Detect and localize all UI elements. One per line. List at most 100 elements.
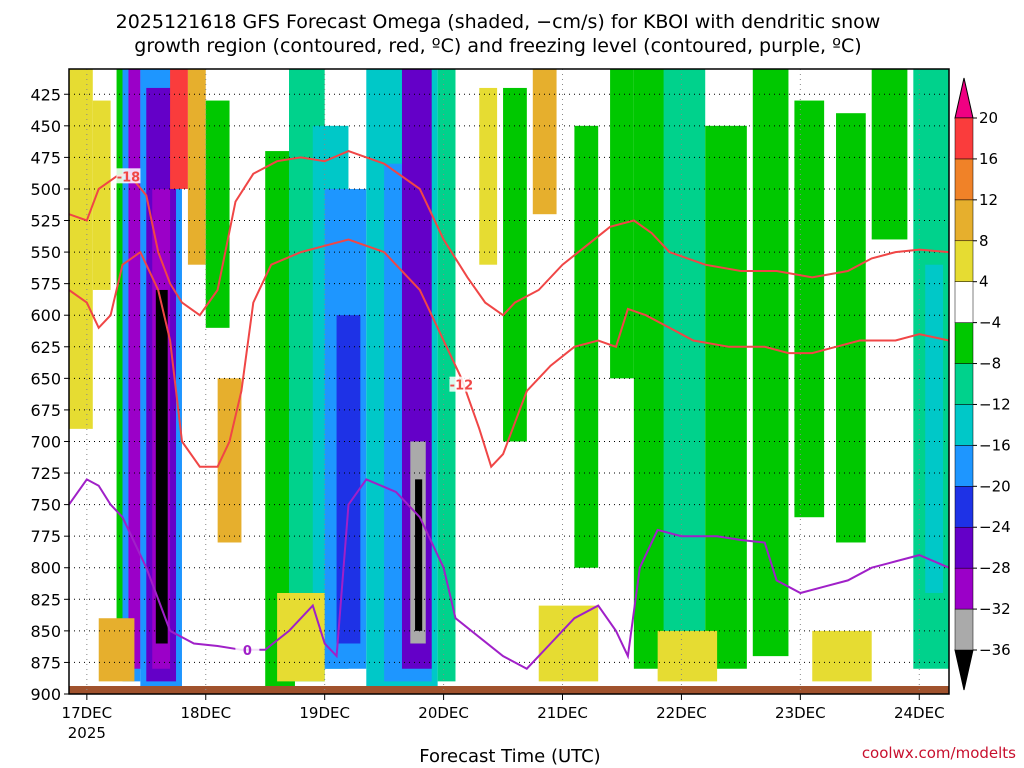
x-tick-label-19DEC: 19DEC (299, 704, 350, 722)
colorbar-bin-11 (954, 199, 974, 242)
x-tick-label-24DEC: 24DEC (894, 704, 945, 722)
x-tick-label-22DEC: 22DEC (656, 704, 707, 722)
x-tick-label-18DEC: 18DEC (180, 704, 231, 722)
omega-band-25 (503, 87, 527, 442)
dgz-contour-label-bg-1 (449, 376, 474, 392)
omega-band-41 (657, 630, 718, 682)
colorbar-bin-7 (954, 363, 974, 405)
omega-band-8 (155, 289, 168, 644)
omega-band-38 (98, 618, 135, 682)
freezing-contour-0 (68, 478, 950, 670)
colorbar-tick-label-11: −28 (979, 559, 1011, 577)
credit-text: coolwx.com/modelts (862, 744, 1016, 762)
colorbar-tick-label-0: 20 (979, 109, 998, 127)
omega-band-39 (277, 592, 325, 682)
axes: 425 450 475 500 525 550 575 600 625 650 675 700 725 7… (30, 68, 950, 742)
colorbar-arrow-bottom (954, 649, 974, 691)
colorbar-arrow-top (954, 77, 974, 119)
colorbar-tick-label-4: 4 (979, 273, 989, 291)
chart-title-line-1: 2025121618 GFS Forecast Omega (shaded, −… (116, 11, 881, 33)
omega-band-30 (663, 69, 706, 657)
colorbar-tick-label-8: −16 (979, 436, 1011, 454)
colorbar-tick-label-12: −32 (979, 600, 1011, 618)
colorbar-bin-4 (954, 486, 974, 528)
x-tick-label-17DEC: 17DEC (62, 704, 113, 722)
x-axis-label: Forecast Time (UTC) (419, 746, 600, 767)
y-tick-label-700: 700 (30, 432, 61, 451)
y-tick-label-500: 500 (30, 180, 61, 199)
dgz-contour-label-bg-0 (116, 168, 141, 184)
omega-band-27 (574, 125, 599, 568)
omega-band-31 (705, 125, 747, 669)
omega-band-4 (128, 69, 141, 669)
chart-title-line-2: growth region (contoured, red, ºC) and f… (134, 35, 861, 57)
colorbar: 20 16 12 8 4 −4 −8 −12 −16 −20 −24 −28 −32 −36 (954, 77, 1011, 691)
omega-band-35 (871, 69, 908, 240)
y-tick-label-675: 675 (30, 401, 61, 420)
omega-band-23 (437, 69, 456, 682)
omega-shading (69, 69, 949, 695)
freezing-contour-label-0: 0 (243, 644, 252, 659)
colorbar-tick-label-9: −20 (979, 477, 1011, 495)
colorbar-bin-10 (954, 240, 974, 282)
y-tick-label-900: 900 (30, 685, 61, 704)
colorbar-bin-1 (954, 608, 974, 651)
omega-band-0 (69, 69, 93, 429)
plot-frame (68, 68, 950, 695)
dgz-contour-label-0: -18 (117, 170, 141, 185)
freezing-contour-label-bg-0 (235, 641, 260, 657)
colorbar-tick-label-1: 16 (979, 150, 998, 168)
omega-band-9 (170, 69, 188, 189)
colorbar-bin-3 (954, 526, 974, 569)
omega-band-11 (205, 100, 230, 328)
colorbar-tick-label-5: −4 (979, 314, 1001, 332)
colorbar-tick-label-7: −12 (979, 395, 1011, 413)
omega-band-34 (836, 113, 866, 543)
colorbar-bin-13 (954, 117, 974, 160)
colorbar-bin-9 (954, 281, 974, 323)
x-tick-label-23DEC: 23DEC (775, 704, 826, 722)
contours: -18 -12 0 (68, 150, 950, 670)
omega-band-17 (336, 315, 361, 644)
y-tick-label-450: 450 (30, 117, 61, 136)
omega-band-40 (538, 605, 599, 682)
dgz-contour-0 (68, 150, 950, 317)
x-tick-label-20DEC: 20DEC (418, 704, 469, 722)
y-tick-label-525: 525 (30, 212, 61, 231)
omega-band-22 (415, 479, 423, 631)
x-year-label: 2025 (68, 724, 106, 742)
colorbar-tick-label-6: −8 (979, 355, 1001, 373)
x-tick-label-21DEC: 21DEC (537, 704, 588, 722)
terrain-surface (69, 686, 949, 694)
terrain-band (69, 686, 949, 694)
y-tick-label-825: 825 (30, 590, 61, 609)
y-tick-label-600: 600 (30, 306, 61, 325)
colorbar-bin-8 (954, 322, 974, 364)
omega-band-26 (532, 69, 557, 215)
y-tick-label-725: 725 (30, 464, 61, 483)
colorbar-tick-label-3: 8 (979, 232, 989, 250)
colorbar-bin-6 (954, 404, 974, 446)
omega-band-1 (92, 100, 111, 290)
dgz-contour-label-1: -12 (450, 379, 474, 394)
omega-band-42 (812, 630, 872, 682)
y-tick-label-775: 775 (30, 527, 61, 546)
colorbar-tick-label-10: −24 (979, 518, 1011, 536)
colorbar-bin-2 (954, 567, 974, 610)
y-tick-label-850: 850 (30, 622, 61, 641)
omega-band-10 (187, 69, 206, 265)
y-tick-label-625: 625 (30, 338, 61, 357)
colorbar-bin-5 (954, 445, 974, 487)
y-tick-label-575: 575 (30, 275, 61, 294)
colorbar-tick-label-13: −36 (979, 641, 1011, 659)
y-tick-label-800: 800 (30, 559, 61, 578)
colorbar-tick-label-2: 12 (979, 191, 998, 209)
omega-band-33 (794, 100, 825, 518)
y-tick-label-550: 550 (30, 243, 61, 262)
y-tick-label-750: 750 (30, 496, 61, 515)
colorbar-bin-12 (954, 158, 974, 201)
omega-band-37 (925, 264, 944, 593)
y-tick-label-875: 875 (30, 653, 61, 672)
y-tick-label-475: 475 (30, 148, 61, 167)
